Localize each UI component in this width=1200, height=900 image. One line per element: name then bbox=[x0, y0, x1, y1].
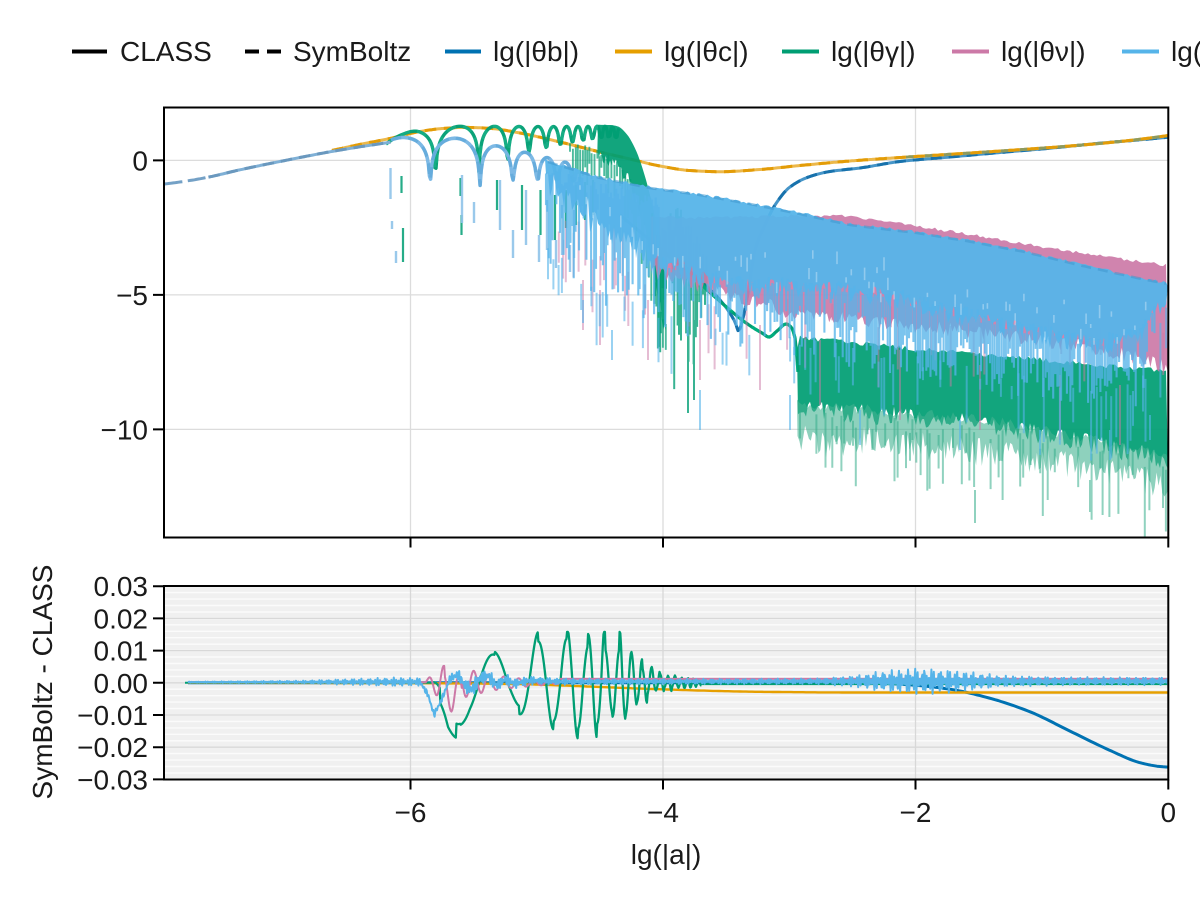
svg-text:SymBoltz - CLASS: SymBoltz - CLASS bbox=[27, 565, 58, 800]
svg-text:−6: −6 bbox=[395, 797, 427, 828]
svg-text:−0.01: −0.01 bbox=[77, 700, 148, 731]
svg-text:0: 0 bbox=[132, 145, 148, 176]
svg-text:−4: −4 bbox=[647, 797, 679, 828]
svg-text:lg(|θν|): lg(|θν|) bbox=[1001, 36, 1086, 67]
svg-text:CLASS: CLASS bbox=[120, 36, 212, 67]
svg-text:lg(|θb|): lg(|θb|) bbox=[493, 36, 579, 67]
svg-text:lg(|a|): lg(|a|) bbox=[631, 839, 702, 870]
svg-text:0.00: 0.00 bbox=[94, 668, 149, 699]
svg-text:0.03: 0.03 bbox=[94, 571, 149, 602]
svg-text:−10: −10 bbox=[101, 414, 149, 445]
svg-text:−5: −5 bbox=[116, 280, 148, 311]
svg-text:lg(|θc|): lg(|θc|) bbox=[664, 36, 749, 67]
svg-text:lg(|θγ|): lg(|θγ|) bbox=[831, 36, 916, 67]
svg-text:SymBoltz: SymBoltz bbox=[293, 36, 411, 67]
svg-text:0.01: 0.01 bbox=[94, 636, 149, 667]
svg-text:0.02: 0.02 bbox=[94, 603, 149, 634]
svg-text:−0.03: −0.03 bbox=[77, 764, 148, 795]
svg-text:lg(|θh|): lg(|θh|) bbox=[1171, 36, 1200, 67]
svg-text:0: 0 bbox=[1161, 797, 1177, 828]
svg-text:−0.02: −0.02 bbox=[77, 732, 148, 763]
svg-text:−2: −2 bbox=[900, 797, 932, 828]
